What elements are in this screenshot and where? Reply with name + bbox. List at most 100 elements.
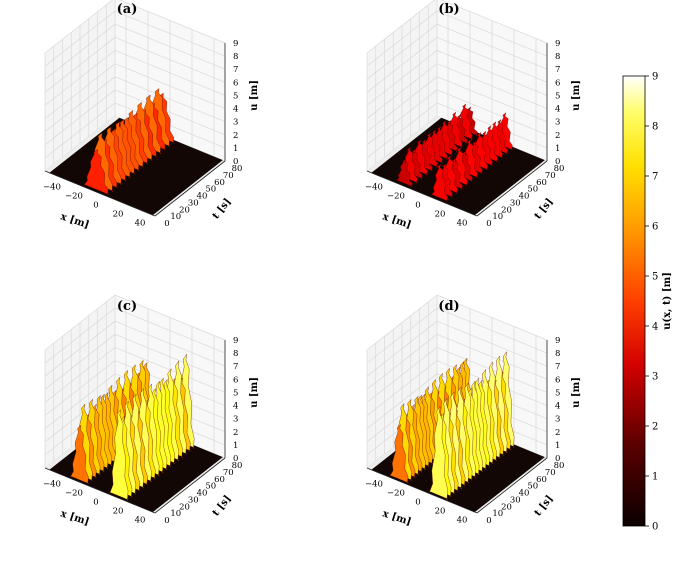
colorbar: 0 1 2 3 4 5 6 7 8 9 u(x, t) [m] <box>622 72 673 533</box>
z-tick-label: 4 <box>555 402 560 412</box>
t-tick-label: 0 <box>486 516 491 526</box>
z-tick-label: 8 <box>555 52 560 62</box>
z-tick-label: 0 <box>555 157 560 167</box>
t-tick-label: 80 <box>232 164 243 174</box>
t-tick-label: 30 <box>510 495 521 505</box>
t-tick-label: 40 <box>519 489 530 499</box>
z-tick-label: 4 <box>233 402 238 412</box>
z-tick-label: 9 <box>233 336 238 346</box>
x-tick-label: 0 <box>93 201 98 211</box>
x-tick-label: 40 <box>457 219 468 229</box>
t-tick-label: 40 <box>197 489 208 499</box>
t-tick-label: 0 <box>164 516 169 526</box>
z-tick-label: 5 <box>233 91 238 101</box>
z-tick-label: 5 <box>233 388 238 398</box>
t-tick-label: 30 <box>188 198 199 208</box>
z-tick-label: 1 <box>555 441 560 451</box>
t-axis-line <box>154 457 226 514</box>
wave-crest <box>109 409 129 501</box>
z-tick-label: 8 <box>233 349 238 359</box>
t-axis-line <box>154 160 226 217</box>
x-axis-line <box>366 170 478 217</box>
t-tick-label: 30 <box>510 198 521 208</box>
colorbar-tick-label: 7 <box>652 172 658 183</box>
z-tick-label: 0 <box>555 454 560 464</box>
t-axis-line <box>476 160 548 217</box>
z-tick-label: 2 <box>233 131 238 141</box>
z-axis-label: u [m] <box>571 377 582 408</box>
t-tick-label: 50 <box>205 185 216 195</box>
z-tick-label: 0 <box>233 157 238 167</box>
wave-crest <box>83 149 110 196</box>
z-tick-label: 2 <box>233 428 238 438</box>
z-tick-label: 1 <box>233 441 238 451</box>
x-axis-line <box>366 467 478 514</box>
t-tick-label: 80 <box>232 461 243 471</box>
t-tick-label: 40 <box>519 192 530 202</box>
z-tick-label: 6 <box>555 375 560 385</box>
wave-crest <box>389 423 409 484</box>
t-tick-label: 70 <box>545 171 556 181</box>
x-axis-label: x [m] <box>381 508 412 528</box>
grid-line-z <box>44 0 226 54</box>
t-axis-label: t [s] <box>533 493 556 518</box>
t-tick-label: 60 <box>536 475 547 485</box>
z-tick-label: 3 <box>555 415 560 425</box>
panel-title: (a) <box>117 2 138 17</box>
t-tick-label: 60 <box>536 178 547 188</box>
z-tick-label: 9 <box>555 336 560 346</box>
wave-crest <box>395 158 413 188</box>
t-tick-label: 40 <box>197 192 208 202</box>
t-tick-label: 30 <box>188 495 199 505</box>
z-tick-label: 6 <box>233 375 238 385</box>
z-tick-label: 7 <box>233 65 238 75</box>
x-tick-label: −20 <box>65 192 83 202</box>
t-tick-label: 50 <box>527 185 538 195</box>
colorbar-tick-label: 1 <box>652 472 658 483</box>
x-tick-label: 40 <box>135 219 146 229</box>
t-tick-label: 10 <box>170 212 181 222</box>
z-tick-label: 0 <box>233 454 238 464</box>
colorbar-tick-label: 5 <box>652 272 658 283</box>
x-tick-label: −40 <box>365 183 383 193</box>
x-axis-line <box>44 170 156 217</box>
x-tick-label: 0 <box>93 498 98 508</box>
x-tick-label: −40 <box>43 183 61 193</box>
z-tick-label: 7 <box>233 362 238 372</box>
z-tick-label: 3 <box>233 118 238 128</box>
z-tick-label: 4 <box>555 105 560 115</box>
t-tick-label: 60 <box>214 178 225 188</box>
z-axis-label: u [m] <box>249 377 260 408</box>
t-tick-label: 50 <box>527 482 538 492</box>
panel-title: (c) <box>117 299 137 314</box>
t-tick-label: 10 <box>492 509 503 519</box>
t-axis-line <box>476 457 548 514</box>
x-tick-label: 20 <box>113 507 124 517</box>
t-axis-label: t [s] <box>211 196 234 221</box>
z-axis-label: u [m] <box>571 80 582 111</box>
t-tick-label: 60 <box>214 475 225 485</box>
x-tick-label: −40 <box>43 480 61 490</box>
t-tick-label: 20 <box>501 502 512 512</box>
colorbar-gradient <box>622 75 646 527</box>
z-tick-label: 8 <box>233 52 238 62</box>
x-tick-label: 40 <box>457 516 468 526</box>
t-tick-label: 80 <box>554 164 565 174</box>
wave-crest <box>428 406 449 501</box>
t-axis-label: t [s] <box>533 196 556 221</box>
x-axis-label: x [m] <box>59 211 90 231</box>
t-tick-label: 10 <box>492 212 503 222</box>
x-tick-label: 40 <box>135 516 146 526</box>
x-tick-label: −20 <box>387 489 405 499</box>
t-tick-label: 80 <box>554 461 565 471</box>
z-tick-label: 9 <box>233 39 238 49</box>
wave-crest <box>69 424 90 485</box>
z-tick-label: 6 <box>233 78 238 88</box>
t-axis-label: t [s] <box>211 493 234 518</box>
t-tick-label: 70 <box>223 468 234 478</box>
colorbar-tick-label: 9 <box>652 72 658 83</box>
z-tick-label: 5 <box>555 91 560 101</box>
